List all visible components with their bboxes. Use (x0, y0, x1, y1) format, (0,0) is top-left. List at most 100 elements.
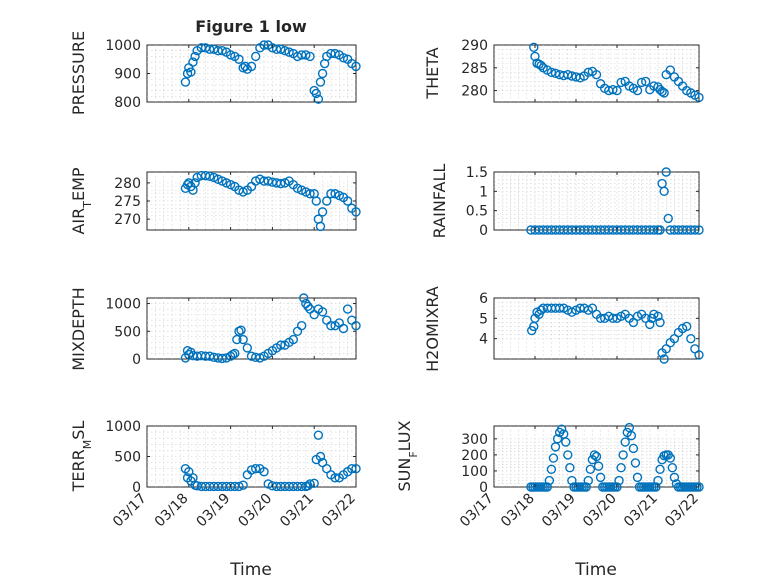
air-temp-data-point (330, 189, 340, 199)
rainfall-y-tick-label: 0 (479, 223, 488, 239)
h2omixra-panel: 4 5 6 H2OMIXRA (423, 286, 704, 372)
sun-flux-x-tick-label: 03/20 (580, 491, 620, 531)
pressure-data-point (259, 40, 269, 50)
mixdepth-data-point (242, 343, 253, 353)
theta-data-point (632, 85, 643, 96)
h2omixra-data-point (645, 319, 655, 330)
mixdepth-y-tick-label: 1000 (105, 297, 141, 313)
sun-flux-data-point (552, 434, 563, 444)
mixdepth-points (180, 293, 361, 364)
theta-grid (494, 45, 699, 102)
terr-msl-data-point (259, 467, 269, 477)
air-temp-data-point (204, 171, 215, 182)
pressure-data-point (280, 46, 290, 56)
pressure-data-point (301, 50, 311, 60)
sun-flux-data-point (628, 443, 639, 454)
pressure-data-point (250, 51, 261, 62)
rainfall-axes-frame (493, 171, 700, 231)
sun-flux-data-point (593, 461, 604, 471)
rainfall-data-point (661, 167, 671, 177)
sun-flux-x-tick-label: 03/22 (662, 491, 702, 531)
pressure-data-point (284, 47, 294, 57)
sun-flux-data-point (589, 450, 600, 460)
sun-flux-data-point (630, 458, 641, 468)
terr-msl-x-tick-label: 03/18 (152, 491, 192, 531)
sun-flux-data-point (620, 437, 630, 447)
sun-flux-data-point (565, 463, 575, 473)
mixdepth-data-point (338, 323, 349, 334)
air-temp-data-point (263, 176, 273, 186)
rainfall-data-point (663, 213, 673, 224)
sun-flux-data-point (595, 472, 606, 483)
air-temp-data-point (292, 183, 303, 194)
theta-data-point (563, 69, 573, 80)
terr-msl-data-point (351, 464, 361, 474)
h2omixra-data-point (686, 333, 696, 344)
pressure-panel: 800 900 1000 Figure 1 low PRESSURE (69, 17, 361, 115)
theta-data-point (616, 77, 626, 88)
mixdepth-data-point (232, 334, 242, 345)
sun-flux-data-point (655, 464, 665, 475)
air-temp-data-point (342, 196, 353, 206)
theta-data-point (529, 42, 539, 52)
theta-points (529, 42, 704, 103)
sun-flux-x-tick-label: 03/17 (457, 491, 497, 531)
theta-data-point (657, 86, 667, 97)
air-temp-data-point (311, 196, 321, 206)
pressure-data-point (240, 61, 250, 72)
rainfall-y-tick-label: 1 (479, 184, 488, 200)
sun-flux-y-tick-label: 200 (461, 448, 488, 464)
sun-flux-data-point (632, 472, 643, 483)
sun-flux-x-tick-label: 03/18 (498, 491, 538, 531)
air-temp-data-point (238, 187, 248, 197)
terr-msl-data-point (250, 464, 261, 474)
mixdepth-data-point (236, 325, 246, 335)
pressure-data-point (317, 68, 328, 79)
terr-msl-data-point (263, 479, 273, 489)
h2omixra-y-tick-label: 6 (479, 291, 488, 307)
air-temp-panel: 270 275 280 AIRTEMP (69, 167, 361, 235)
sun-flux-y-tick-label: 0 (479, 480, 488, 496)
theta-data-point (583, 67, 593, 78)
air-temp-y-tick-label: 280 (114, 176, 141, 192)
air-temp-data-point (213, 174, 223, 184)
air-temp-data-point (217, 176, 227, 186)
rainfall-y-tick-label: 1.5 (466, 165, 488, 181)
h2omixra-data-point (682, 321, 692, 332)
rainfall-panel: 0 0.5 1 1.5 RAINFALL (430, 164, 704, 239)
air-temp-y-axis-label: AIRTEMP (69, 167, 94, 234)
sun-flux-x-tick-label: 03/21 (621, 491, 661, 531)
sun-flux-x-axis-label: Time (574, 560, 617, 580)
terr-msl-data-point (347, 464, 357, 474)
air-temp-data-point (301, 187, 311, 197)
theta-y-axis-label: THETA (423, 47, 442, 99)
air-temp-data-point (255, 174, 265, 184)
mixdepth-y-tick-label: 500 (114, 324, 141, 340)
air-temp-data-point (276, 178, 286, 189)
sun-flux-data-point (544, 475, 555, 486)
h2omixra-y-tick-label: 5 (479, 311, 488, 327)
pressure-data-point (188, 57, 198, 67)
sun-flux-data-point (651, 482, 661, 492)
theta-y-tick-label: 285 (461, 61, 488, 77)
terr-msl-x-axis-label: Time (229, 560, 272, 580)
sun-flux-y-tick-label: 300 (461, 432, 488, 448)
mixdepth-data-point (276, 340, 286, 350)
theta-data-point (636, 77, 647, 88)
rainfall-data-point (655, 225, 665, 235)
terr-msl-data-point (313, 430, 324, 440)
mixdepth-y-tick-label: 0 (132, 352, 141, 368)
sun-flux-data-point (616, 463, 626, 473)
theta-data-point (612, 85, 622, 96)
mixdepth-data-point (238, 334, 248, 345)
terr-msl-data-point (305, 479, 315, 489)
h2omixra-data-point (659, 354, 669, 364)
theta-y-tick-label: 290 (461, 38, 488, 54)
pressure-data-point (180, 77, 191, 87)
pressure-y-tick-label: 1000 (105, 38, 141, 54)
sun-flux-data-point (614, 475, 624, 486)
h2omixra-data-point (536, 305, 546, 315)
terr-msl-y-tick-label: 0 (132, 480, 141, 496)
sun-flux-data-point (612, 482, 622, 492)
sun-flux-data-point (669, 472, 680, 483)
